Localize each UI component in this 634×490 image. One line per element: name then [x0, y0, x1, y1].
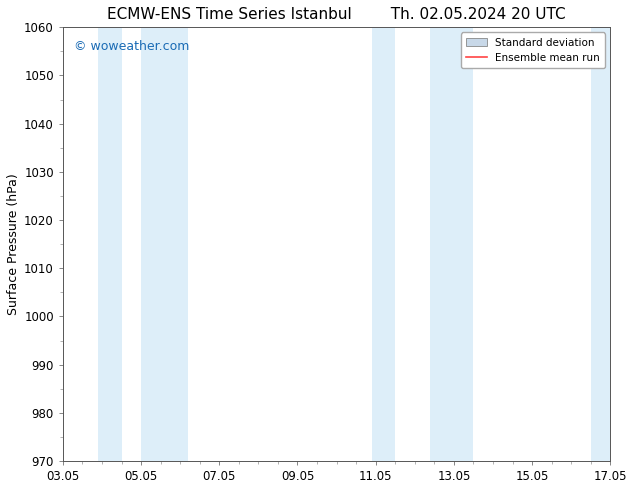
Bar [98, 27, 122, 461]
Bar [372, 27, 395, 461]
Y-axis label: Surface Pressure (hPa): Surface Pressure (hPa) [7, 173, 20, 315]
Title: ECMW-ENS Time Series Istanbul        Th. 02.05.2024 20 UTC: ECMW-ENS Time Series Istanbul Th. 02.05.… [107, 7, 566, 22]
Bar [430, 27, 474, 461]
Text: © woweather.com: © woweather.com [74, 40, 189, 53]
Bar [141, 27, 188, 461]
Bar [591, 27, 618, 461]
Legend: Standard deviation, Ensemble mean run: Standard deviation, Ensemble mean run [461, 32, 605, 68]
